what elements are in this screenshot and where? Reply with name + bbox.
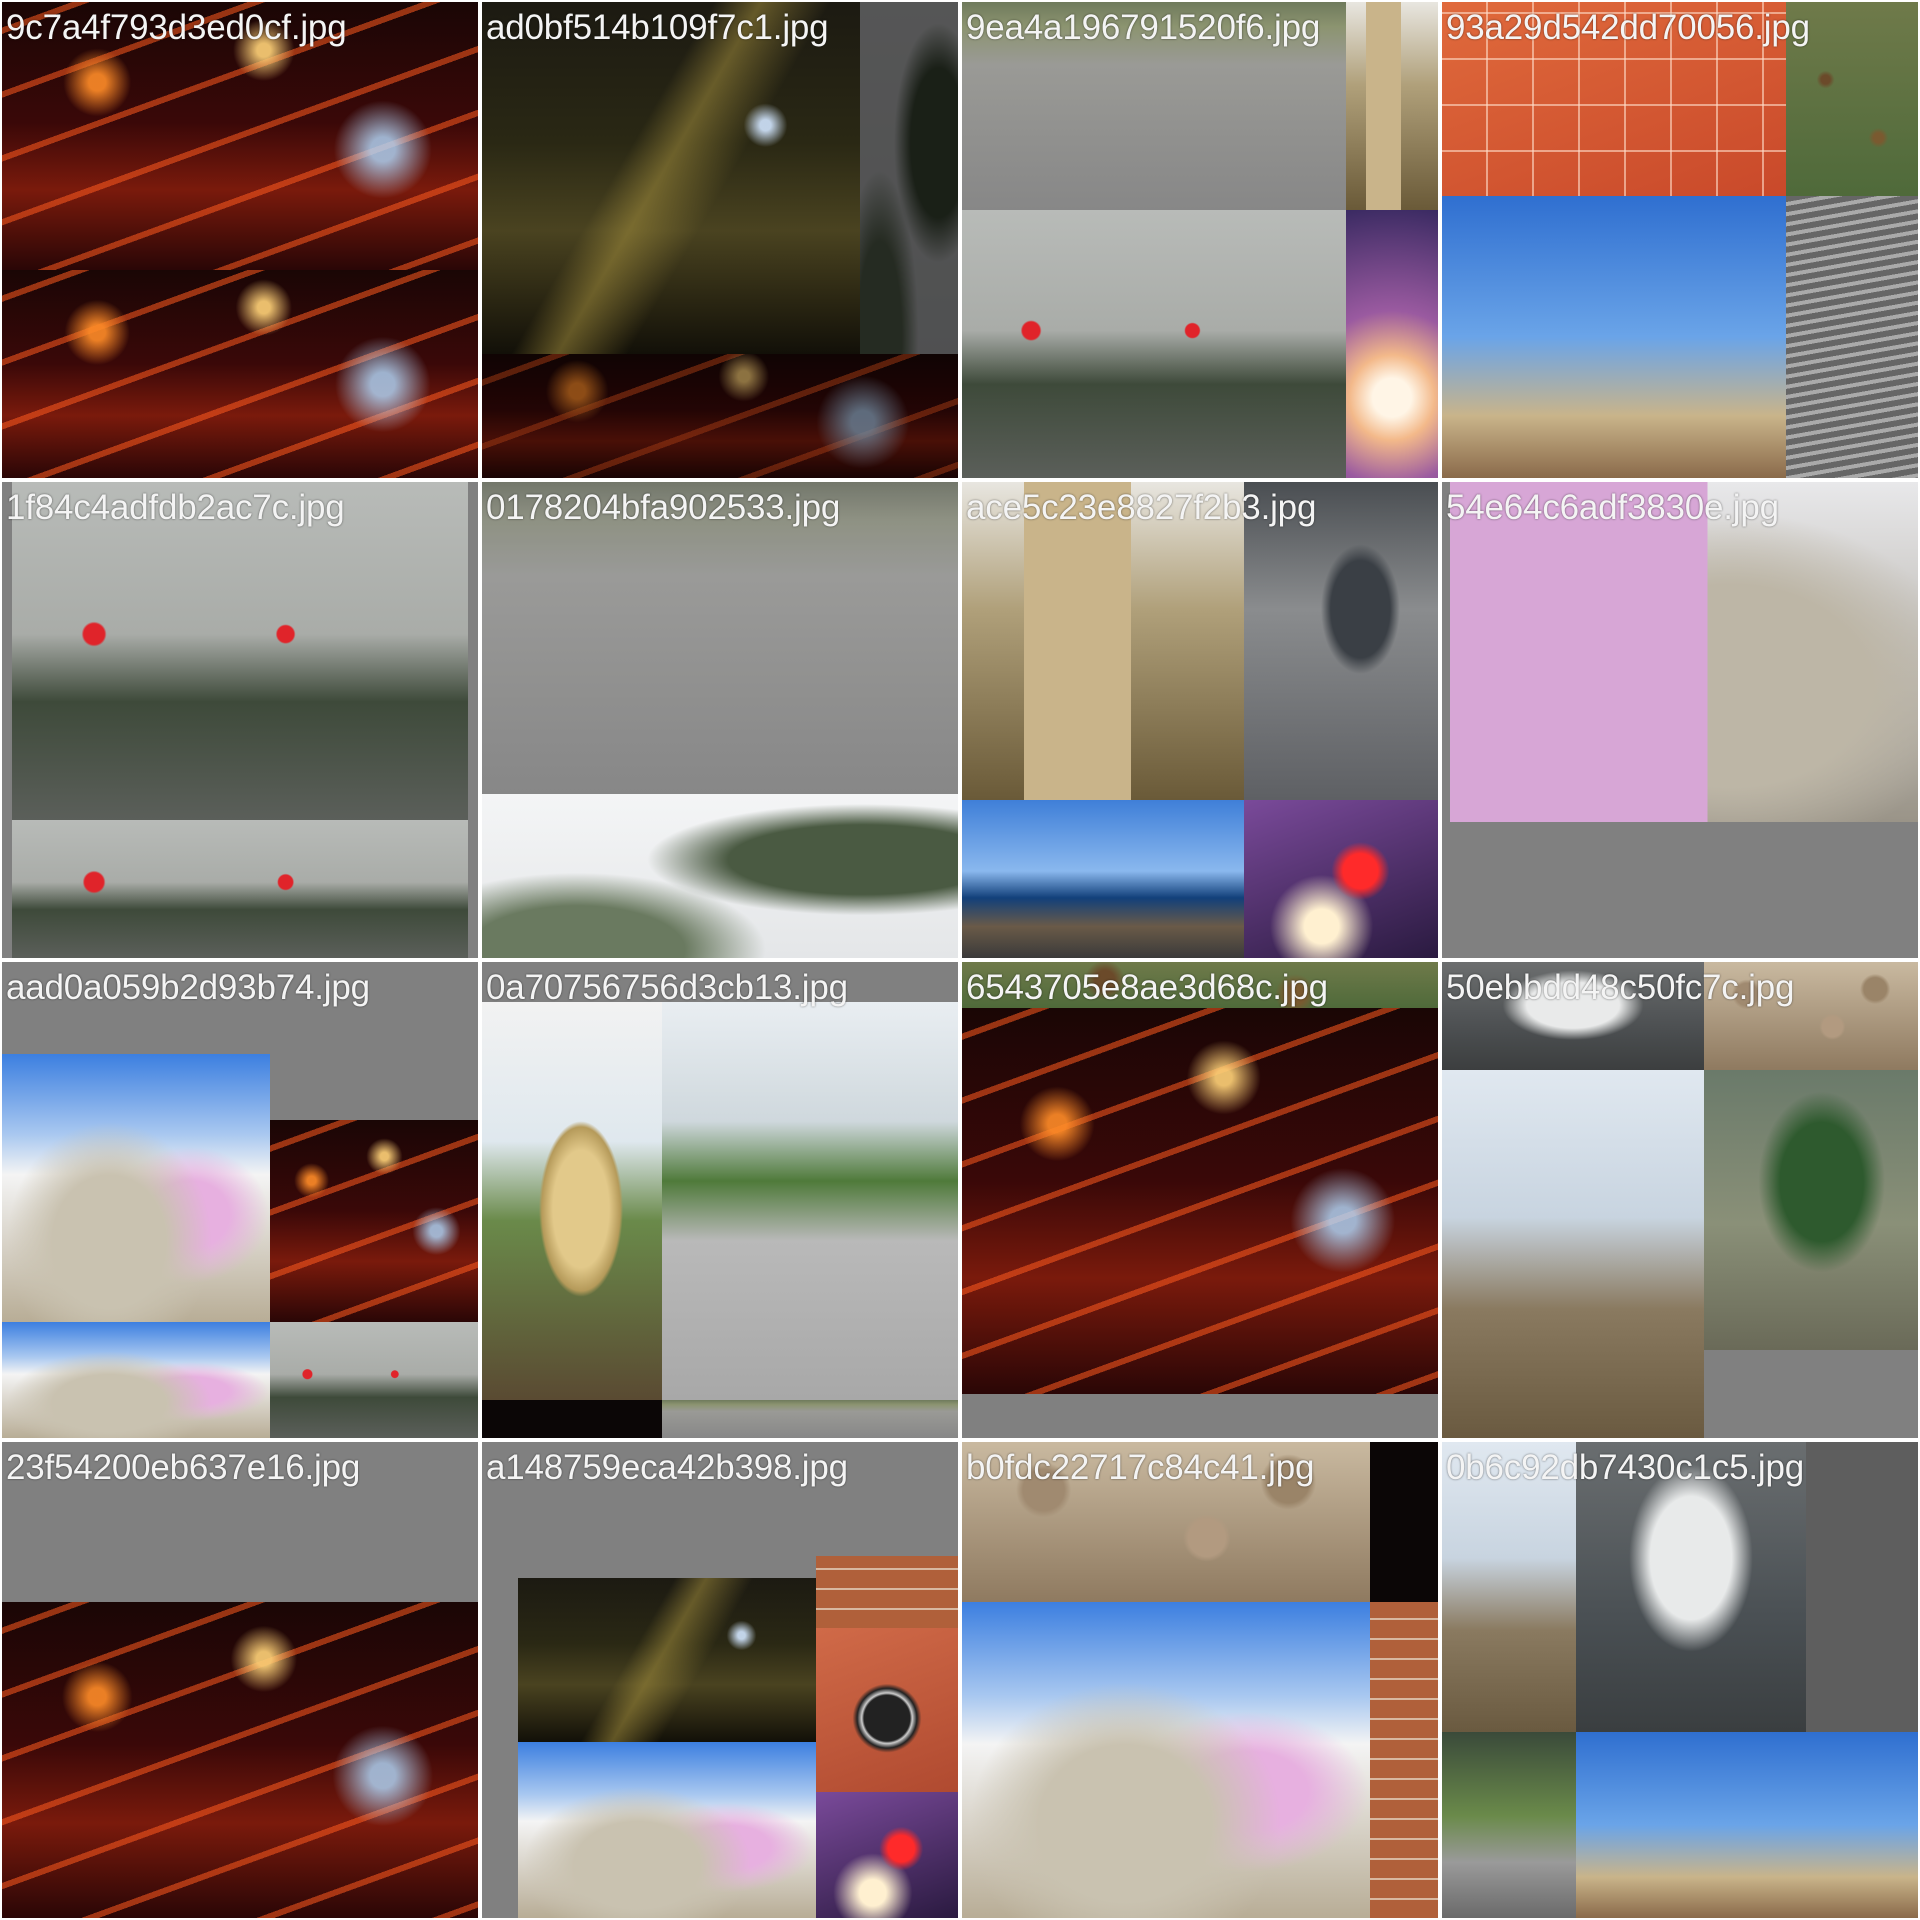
- photo-mosaic: [482, 482, 958, 958]
- image-tile[interactable]: 9c7a4f793d3ed0cf.jpg: [2, 2, 478, 478]
- image-tile[interactable]: b0fdc22717c84c41.jpg: [962, 1442, 1438, 1918]
- filename-label: 93a29d542dd70056.jpg: [1446, 8, 1810, 47]
- photo-mosaic: [482, 2, 958, 478]
- image-tile[interactable]: ad0bf514b109f7c1.jpg: [482, 2, 958, 478]
- filename-label: aad0a059b2d93b74.jpg: [6, 968, 370, 1007]
- photo-mosaic: [962, 482, 1438, 958]
- image-tile[interactable]: a148759eca42b398.jpg: [482, 1442, 958, 1918]
- photo-mosaic: [1442, 2, 1918, 478]
- photo-mosaic: [962, 1442, 1438, 1918]
- photo-mosaic: [482, 1442, 958, 1918]
- photo-mosaic: [2, 962, 478, 1438]
- image-tile[interactable]: 54e64c6adf3830e.jpg: [1442, 482, 1918, 958]
- image-tile[interactable]: 23f54200eb637e16.jpg: [2, 1442, 478, 1918]
- photo-mosaic: [2, 1442, 478, 1918]
- photo-mosaic: [962, 962, 1438, 1438]
- filename-label: 23f54200eb637e16.jpg: [6, 1448, 361, 1487]
- photo-mosaic: [1442, 482, 1918, 958]
- image-tile[interactable]: 0b6c92db7430c1c5.jpg: [1442, 1442, 1918, 1918]
- filename-label: 9ea4a196791520f6.jpg: [966, 8, 1321, 47]
- filename-label: ad0bf514b109f7c1.jpg: [486, 8, 829, 47]
- filename-label: 54e64c6adf3830e.jpg: [1446, 488, 1779, 527]
- photo-mosaic: [2, 2, 478, 478]
- filename-label: 9c7a4f793d3ed0cf.jpg: [6, 8, 347, 47]
- image-tile[interactable]: 93a29d542dd70056.jpg: [1442, 2, 1918, 478]
- image-tile[interactable]: 6543705e8ae3d68c.jpg: [962, 962, 1438, 1438]
- photo-mosaic: [482, 962, 958, 1438]
- image-tile[interactable]: 0178204bfa902533.jpg: [482, 482, 958, 958]
- filename-label: 6543705e8ae3d68c.jpg: [966, 968, 1328, 1007]
- filename-label: ace5c23e8827f2b3.jpg: [966, 488, 1317, 527]
- filename-label: 50ebbdd48c50fc7c.jpg: [1446, 968, 1795, 1007]
- filename-label: 0a70756756d3cb13.jpg: [486, 968, 848, 1007]
- filename-label: b0fdc22717c84c41.jpg: [966, 1448, 1315, 1487]
- image-tile[interactable]: 1f84c4adfdb2ac7c.jpg: [2, 482, 478, 958]
- image-tile[interactable]: 50ebbdd48c50fc7c.jpg: [1442, 962, 1918, 1438]
- image-tile[interactable]: ace5c23e8827f2b3.jpg: [962, 482, 1438, 958]
- filename-label: 0178204bfa902533.jpg: [486, 488, 841, 527]
- image-tile[interactable]: 0a70756756d3cb13.jpg: [482, 962, 958, 1438]
- photo-mosaic: [1442, 1442, 1918, 1918]
- filename-label: 0b6c92db7430c1c5.jpg: [1446, 1448, 1804, 1487]
- filename-label: a148759eca42b398.jpg: [486, 1448, 848, 1487]
- photo-mosaic: [962, 2, 1438, 478]
- image-tile[interactable]: 9ea4a196791520f6.jpg: [962, 2, 1438, 478]
- photo-mosaic: [2, 482, 478, 958]
- filename-label: 1f84c4adfdb2ac7c.jpg: [6, 488, 345, 527]
- photo-mosaic: [1442, 962, 1918, 1438]
- image-tile[interactable]: aad0a059b2d93b74.jpg: [2, 962, 478, 1438]
